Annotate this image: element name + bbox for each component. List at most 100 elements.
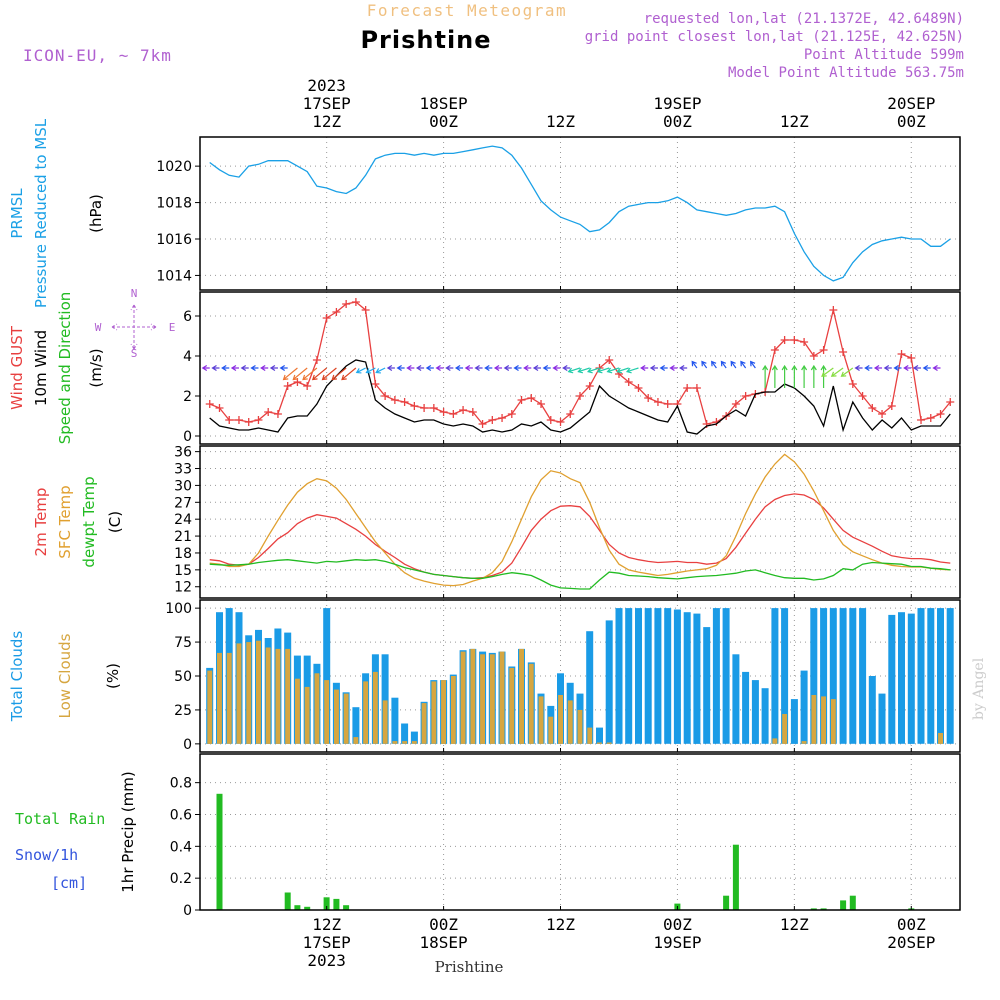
- wind-direction-arrow: [830, 367, 844, 377]
- wind-direction-arrow: [903, 364, 912, 372]
- gust-marker: [819, 346, 828, 354]
- bar-total_clouds: [771, 608, 779, 744]
- gust-marker: [517, 396, 526, 404]
- wind-direction-arrow: [679, 364, 688, 372]
- wind-direction-arrow: [740, 360, 747, 369]
- wind-direction-arrow: [386, 364, 395, 372]
- bar-total_clouds: [946, 608, 954, 744]
- wind-direction-arrow: [552, 364, 561, 372]
- panel-label: PRMSL: [8, 188, 26, 239]
- gust-marker: [225, 416, 234, 424]
- wind-direction-arrow: [279, 364, 288, 372]
- top-axis-label: 17SEP: [303, 94, 351, 113]
- wind-direction-arrow: [493, 364, 503, 372]
- bar-low_clouds: [577, 709, 583, 744]
- panel-clouds: 0 25 50 75 100 Total Clouds Low Clouds (%): [8, 599, 961, 753]
- panel-pressure: 1014 1016 1018 1020 PRMSL Pressure Reduced to…: [8, 118, 961, 308]
- bar-rain: [294, 905, 301, 910]
- gust-marker: [790, 336, 799, 344]
- wind-direction-arrow: [240, 364, 249, 372]
- bar-rain: [820, 908, 827, 910]
- bar-low_clouds: [207, 670, 213, 744]
- wind-direction-arrow: [474, 364, 483, 372]
- bar-low_clouds: [343, 693, 349, 744]
- gust-marker: [692, 384, 701, 392]
- wind-direction-arrow: [532, 364, 542, 372]
- wind-direction-arrow: [711, 360, 717, 369]
- bar-low_clouds: [226, 652, 232, 744]
- top-axis-label: 00Z: [897, 112, 926, 131]
- bar-rain: [849, 895, 856, 910]
- wind-direction-arrow: [762, 364, 769, 388]
- top-axis-label: 00Z: [429, 112, 458, 131]
- panel-label: Low Clouds: [56, 633, 74, 718]
- panel-label: dewpt Temp: [80, 476, 98, 567]
- unit-label: (C): [106, 511, 124, 533]
- panel-label: [cm]: [51, 874, 87, 892]
- bar-low_clouds: [489, 654, 495, 744]
- bar-total_clouds: [898, 612, 905, 744]
- panel-label: 2m Temp: [32, 488, 50, 557]
- bar-low_clouds: [217, 652, 222, 744]
- bar-low_clouds: [285, 648, 291, 744]
- gust-marker: [264, 408, 273, 416]
- bar-total_clouds: [644, 608, 652, 744]
- gust-marker: [361, 306, 370, 314]
- gust-marker: [663, 400, 672, 408]
- top-axis-label: 20SEP: [887, 94, 935, 113]
- wind-direction-arrow: [292, 367, 308, 381]
- wind-direction-arrow: [331, 367, 347, 381]
- grid-point-coordinates: grid point closest lon,lat (21.125E, 42.…: [585, 29, 964, 45]
- unit-label: (%): [104, 663, 122, 689]
- gust-marker: [556, 418, 565, 426]
- bar-low_clouds: [470, 648, 476, 744]
- wind-direction-arrow: [321, 367, 337, 381]
- gust-marker: [244, 418, 253, 426]
- panel-label: Total Clouds: [8, 631, 26, 723]
- panel-label: Speed and Direction: [56, 292, 74, 445]
- bar-total_clouds: [381, 654, 389, 744]
- wind-direction-arrow: [211, 364, 220, 372]
- bar-low_clouds: [441, 680, 446, 744]
- bar-total_clouds: [410, 731, 418, 744]
- gust-marker: [731, 400, 740, 408]
- bottom-axis-label: 00Z: [897, 915, 926, 934]
- bar-low_clouds: [295, 678, 300, 744]
- bar-low_clouds: [246, 642, 252, 744]
- y-tick-label: 6: [183, 309, 192, 325]
- bar-low_clouds: [830, 699, 836, 744]
- wind-direction-arrow: [567, 367, 581, 374]
- wind-direction-arrow: [771, 364, 778, 388]
- wind-direction-arrow: [513, 364, 522, 372]
- panel-precip: 0 0.2 0.4 0.6 0.8 Total Rain Snow/1h [cm] 1hr Pr…: [15, 753, 961, 919]
- bar-rain: [284, 892, 291, 910]
- bar-total_clouds: [352, 707, 360, 744]
- wind-direction-arrow: [616, 367, 629, 374]
- top-axis-label: 12Z: [780, 112, 809, 131]
- bar-total_clouds: [732, 654, 740, 744]
- gust-marker: [527, 394, 536, 402]
- unit-label: (m/s): [87, 348, 105, 387]
- bar-rain: [304, 906, 311, 910]
- series-line-t2m: [209, 493, 951, 579]
- bar-total_clouds: [790, 699, 798, 744]
- wind-direction-arrow: [341, 367, 357, 381]
- bar-low_clouds: [265, 647, 271, 744]
- bar-low_clouds: [392, 741, 398, 744]
- bar-low_clouds: [782, 714, 788, 744]
- gust-marker: [576, 392, 584, 400]
- wind-direction-arrow: [659, 364, 668, 372]
- y-tick-label: 0.2: [170, 871, 192, 887]
- panel-label: Snow/1h: [15, 846, 78, 864]
- series-line-dewpt: [209, 559, 951, 590]
- bar-low_clouds: [314, 673, 320, 744]
- gust-marker: [215, 404, 224, 412]
- bar-low_clouds: [509, 667, 515, 744]
- bar-low_clouds: [606, 742, 612, 744]
- wind-direction-arrow: [596, 367, 610, 374]
- gust-marker: [585, 382, 594, 390]
- bar-total_clouds: [703, 627, 711, 744]
- gust-marker: [322, 314, 331, 322]
- wind-direction-arrow: [669, 364, 678, 372]
